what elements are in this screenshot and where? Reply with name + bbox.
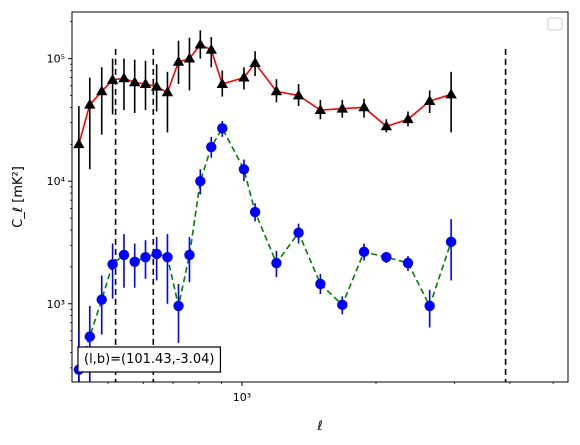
axes: 10³ 10⁴ 10⁵ 10³ ℓ C_ℓ [mK²]	[11, 11, 569, 434]
series-1-point-24	[445, 236, 457, 248]
series-1-point-18	[315, 278, 326, 290]
series-0-point-5	[128, 76, 141, 87]
series-markers	[73, 38, 457, 375]
series-1-point-1	[84, 331, 95, 342]
series-0-point-0	[73, 138, 85, 149]
series-0-point-7	[150, 80, 163, 91]
series-0-point-12	[205, 43, 217, 54]
series-0-point-1	[84, 98, 96, 109]
series-0-point-10	[183, 52, 196, 63]
series-1-point-14	[238, 164, 250, 175]
x-tick-label-0: 10³	[233, 391, 251, 404]
series-0-point-23	[423, 95, 436, 106]
series-0-point-17	[292, 89, 305, 100]
series-0-point-15	[249, 57, 261, 67]
series-1-point-13	[217, 123, 228, 134]
series-0-point-16	[270, 85, 283, 96]
x-axis-label: ℓ	[316, 419, 322, 434]
annotation-text: (l,b)=(101.43,-3.04)	[84, 352, 214, 367]
series-0-point-19	[336, 102, 348, 113]
series-1-point-3	[107, 259, 118, 270]
series-1-point-16	[271, 257, 282, 269]
y-tick-label-1: 10⁴	[47, 175, 66, 188]
annotation-box	[77, 346, 222, 373]
series-0-point-14	[238, 71, 250, 82]
series-1-point-8	[162, 251, 173, 263]
series-1-point-9	[173, 300, 184, 312]
series-0-point-21	[380, 120, 393, 131]
series-1-point-5	[129, 256, 140, 267]
series-0-point-3	[106, 73, 119, 84]
series-0-point-9	[172, 55, 185, 66]
series-1-point-23	[424, 300, 435, 312]
series-1-point-22	[402, 257, 414, 269]
series-1-point-19	[337, 299, 348, 311]
series-0-point-11	[194, 38, 207, 49]
series-1-point-11	[195, 175, 206, 187]
series-0-point-2	[96, 85, 108, 96]
series-1-point-21	[381, 251, 392, 263]
axes-frame	[71, 11, 569, 383]
series-1-point-17	[293, 227, 304, 238]
series-0-point-6	[139, 78, 152, 88]
series-1-point-2	[96, 294, 107, 305]
legend-box	[547, 17, 563, 31]
y-tick-label-0: 10³	[47, 298, 65, 311]
series-0-point-13	[216, 78, 228, 88]
series-1-point-10	[184, 249, 195, 261]
series-1-point-15	[249, 206, 261, 218]
series-0-point-18	[314, 104, 327, 115]
series-1-point-12	[206, 141, 217, 153]
series-0-point-24	[445, 88, 457, 99]
series-1-point-4	[118, 249, 130, 261]
series-0-point-22	[402, 113, 414, 124]
y-axis-label: C_ℓ [mK²]	[11, 166, 26, 228]
series-0-point-4	[118, 72, 130, 83]
series-1-point-6	[140, 251, 151, 263]
annotation: (l,b)=(101.43,-3.04)	[77, 346, 222, 373]
series-0-point-20	[358, 101, 370, 112]
series-0-point-8	[161, 86, 174, 97]
legend	[547, 17, 563, 31]
series-1-point-7	[151, 248, 162, 260]
y-tick-label-2: 10⁵	[47, 53, 65, 66]
vertical-lines	[114, 48, 507, 382]
series-1-point-20	[358, 246, 370, 258]
